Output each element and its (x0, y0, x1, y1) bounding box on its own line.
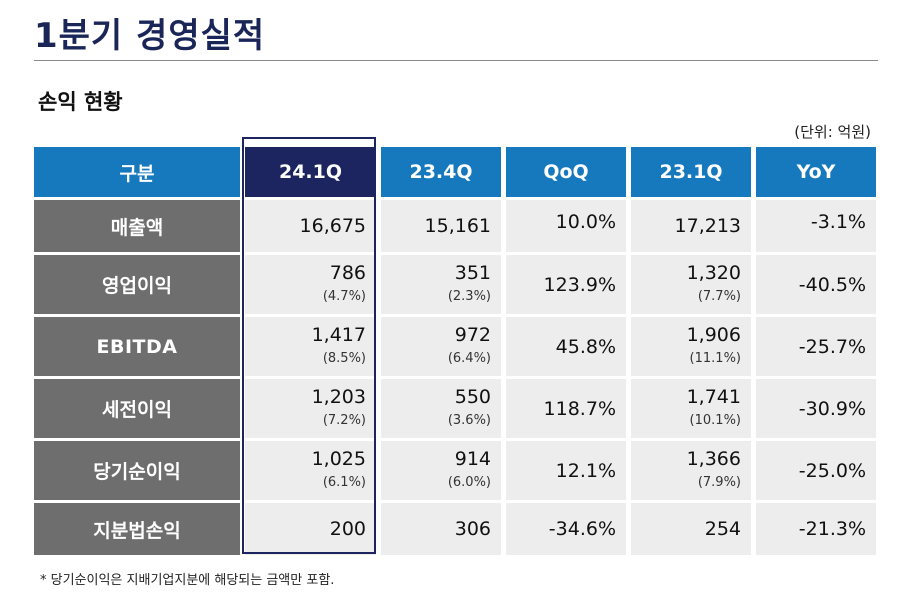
cell-24-1q: 1,417 (8.5%) (245, 317, 376, 376)
cell-23-4q: 972 (6.4%) (381, 317, 501, 376)
cell-24-1q: 1,025 (6.1%) (245, 441, 376, 500)
cell-yoy: -3.1% (756, 200, 876, 252)
cell-23-4q: 306 (381, 503, 501, 555)
page-title: 1분기 경영실적 (34, 16, 266, 56)
cell-qoq: 10.0% (506, 200, 626, 252)
cell-yoy: -40.5% (756, 255, 876, 314)
cell-23-1q: 254 (631, 503, 751, 555)
cell-23-1q: 17,213 (631, 200, 751, 252)
cell-23-4q: 351 (2.3%) (381, 255, 501, 314)
header-24-1q: 24.1Q (245, 147, 376, 197)
title-divider (34, 60, 878, 61)
table-row: 지분법손익 200 306 -34.6% 254 -21.3% (34, 503, 876, 555)
footnote: * 당기순이익은 지배기업지분에 해당되는 금액만 포함. (40, 573, 335, 588)
row-label: 지분법손익 (34, 503, 240, 555)
cell-23-1q: 1,741 (10.1%) (631, 379, 751, 438)
cell-24-1q: 1,203 (7.2%) (245, 379, 376, 438)
cell-qoq: -34.6% (506, 503, 626, 555)
section-title: 손익 현황 (38, 90, 123, 114)
unit-label: (단위: 억원) (794, 123, 871, 141)
header-qoq: QoQ (506, 147, 626, 197)
cell-23-4q: 914 (6.0%) (381, 441, 501, 500)
row-label: EBITDA (34, 317, 240, 376)
cell-24-1q: 786 (4.7%) (245, 255, 376, 314)
income-statement-table: 구분 24.1Q 23.4Q QoQ 23.1Q YoY 매출액 16,675 … (29, 144, 881, 558)
cell-qoq: 118.7% (506, 379, 626, 438)
row-label: 당기순이익 (34, 441, 240, 500)
table-row: 매출액 16,675 15,161 10.0% 17,213 -3.1% (34, 200, 876, 252)
header-category: 구분 (34, 147, 240, 197)
header-23-1q: 23.1Q (631, 147, 751, 197)
cell-qoq: 45.8% (506, 317, 626, 376)
row-label: 세전이익 (34, 379, 240, 438)
cell-yoy: -25.0% (756, 441, 876, 500)
cell-23-1q: 1,906 (11.1%) (631, 317, 751, 376)
table-row: 세전이익 1,203 (7.2%) 550 (3.6%) 118.7% 1,741(… (34, 379, 876, 438)
table-row: EBITDA 1,417 (8.5%) 972 (6.4%) 45.8% 1,906… (34, 317, 876, 376)
cell-23-1q: 1,320 (7.7%) (631, 255, 751, 314)
table-row: 당기순이익 1,025 (6.1%) 914 (6.0%) 12.1% 1,366(… (34, 441, 876, 500)
table-row: 영업이익 786 (4.7%) 351 (2.3%) 123.9% 1,320 (7.… (34, 255, 876, 314)
cell-yoy: -30.9% (756, 379, 876, 438)
cell-24-1q: 200 (245, 503, 376, 555)
row-label: 영업이익 (34, 255, 240, 314)
header-yoy: YoY (756, 147, 876, 197)
cell-yoy: -25.7% (756, 317, 876, 376)
cell-23-4q: 15,161 (381, 200, 501, 252)
cell-qoq: 12.1% (506, 441, 626, 500)
header-23-4q: 23.4Q (381, 147, 501, 197)
cell-yoy: -21.3% (756, 503, 876, 555)
cell-23-4q: 550 (3.6%) (381, 379, 501, 438)
cell-23-1q: 1,366 (7.9%) (631, 441, 751, 500)
cell-24-1q: 16,675 (245, 200, 376, 252)
cell-qoq: 123.9% (506, 255, 626, 314)
row-label: 매출액 (34, 200, 240, 252)
